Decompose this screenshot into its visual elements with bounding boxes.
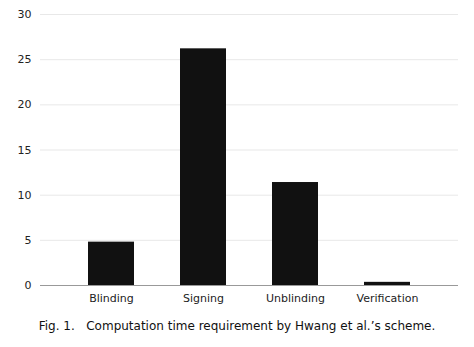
svg-text:0: 0 (25, 279, 32, 292)
svg-text:Verification: Verification (357, 292, 419, 305)
svg-text:20: 20 (18, 98, 32, 111)
svg-text:5: 5 (25, 234, 32, 247)
svg-text:Unblinding: Unblinding (266, 292, 325, 305)
svg-text:10: 10 (18, 189, 32, 202)
svg-text:25: 25 (18, 53, 32, 66)
svg-text:30: 30 (18, 8, 32, 21)
svg-text:15: 15 (18, 144, 32, 157)
svg-text:Signing: Signing (183, 292, 224, 305)
svg-text:Blinding: Blinding (89, 292, 134, 305)
html-text:Fig. 1. Computation time requi: Fig. 1. Computation time requirement by … (38, 319, 436, 333)
